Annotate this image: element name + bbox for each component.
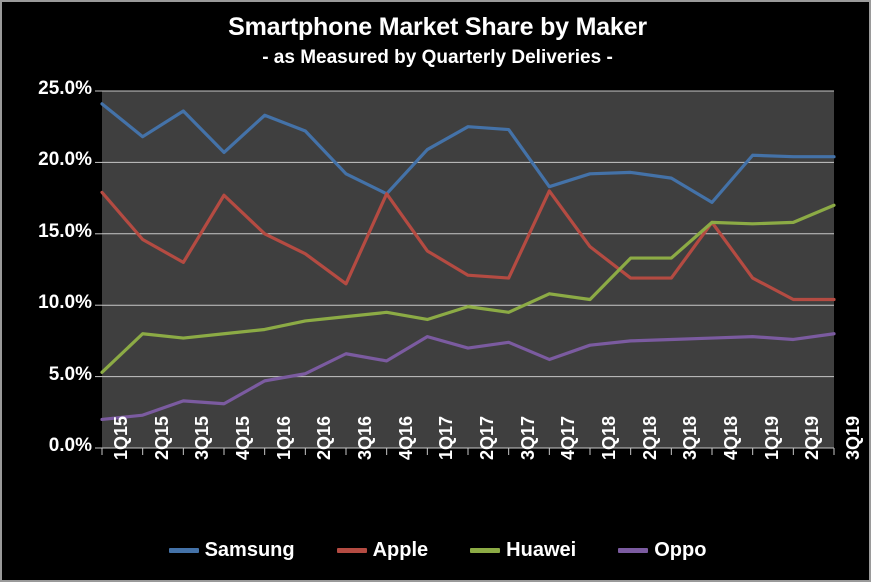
- x-axis-label: 4Q17: [558, 415, 579, 460]
- plot-background: [102, 91, 834, 448]
- legend-label: Huawei: [506, 539, 577, 561]
- legend-swatch-icon: [168, 548, 199, 553]
- x-axis-label: 4Q16: [395, 415, 416, 460]
- x-axis-label: 2Q17: [477, 415, 497, 460]
- x-axis-label: 2Q18: [639, 415, 660, 460]
- legend-item-samsung[interactable]: Samsung: [168, 539, 295, 562]
- x-axis-label: 3Q15: [192, 415, 213, 460]
- x-axis-label: 1Q19: [761, 415, 782, 460]
- legend-label: Apple: [372, 539, 429, 561]
- legend-swatch-icon: [618, 548, 649, 553]
- y-axis-label: 0.0%: [48, 435, 92, 456]
- series-line-huawei: [100, 203, 836, 374]
- x-axis-label: 4Q18: [721, 415, 741, 460]
- x-axis-label: 3Q17: [517, 415, 538, 460]
- legend-swatch-icon: [470, 548, 501, 553]
- x-axis-label: 1Q17: [436, 415, 457, 460]
- x-axis-label: 1Q15: [111, 415, 131, 460]
- x-axis-label: 2Q15: [151, 415, 172, 460]
- x-axis-label: 4Q15: [233, 415, 253, 460]
- chart-legend: Samsung Apple Huawei Oppo: [2, 539, 869, 562]
- y-axis-label: 20.0%: [38, 149, 92, 171]
- series-line-oppo: [100, 332, 836, 422]
- legend-label: Oppo: [654, 539, 707, 561]
- legend-swatch-icon: [336, 548, 367, 553]
- x-axis-label: 1Q18: [599, 415, 619, 460]
- x-axis-label: 3Q18: [680, 415, 701, 460]
- y-axis-label: 5.0%: [48, 363, 92, 385]
- x-axis-label: 2Q16: [314, 415, 335, 460]
- legend-item-apple[interactable]: Apple: [336, 539, 429, 562]
- legend-item-huawei[interactable]: Huawei: [470, 539, 576, 562]
- y-axis-label: 10.0%: [38, 292, 92, 314]
- series-line-samsung: [100, 102, 836, 204]
- x-axis-label: 2Q19: [802, 415, 823, 460]
- x-axis-label: 1Q16: [273, 415, 294, 460]
- y-axis-label: 15.0%: [38, 220, 92, 242]
- legend-label: Samsung: [204, 539, 295, 561]
- x-axis-label: 3Q19: [843, 415, 863, 460]
- y-axis-label: 25.0%: [38, 78, 92, 99]
- x-axis-label: 3Q16: [355, 415, 375, 460]
- legend-item-oppo[interactable]: Oppo: [618, 539, 706, 562]
